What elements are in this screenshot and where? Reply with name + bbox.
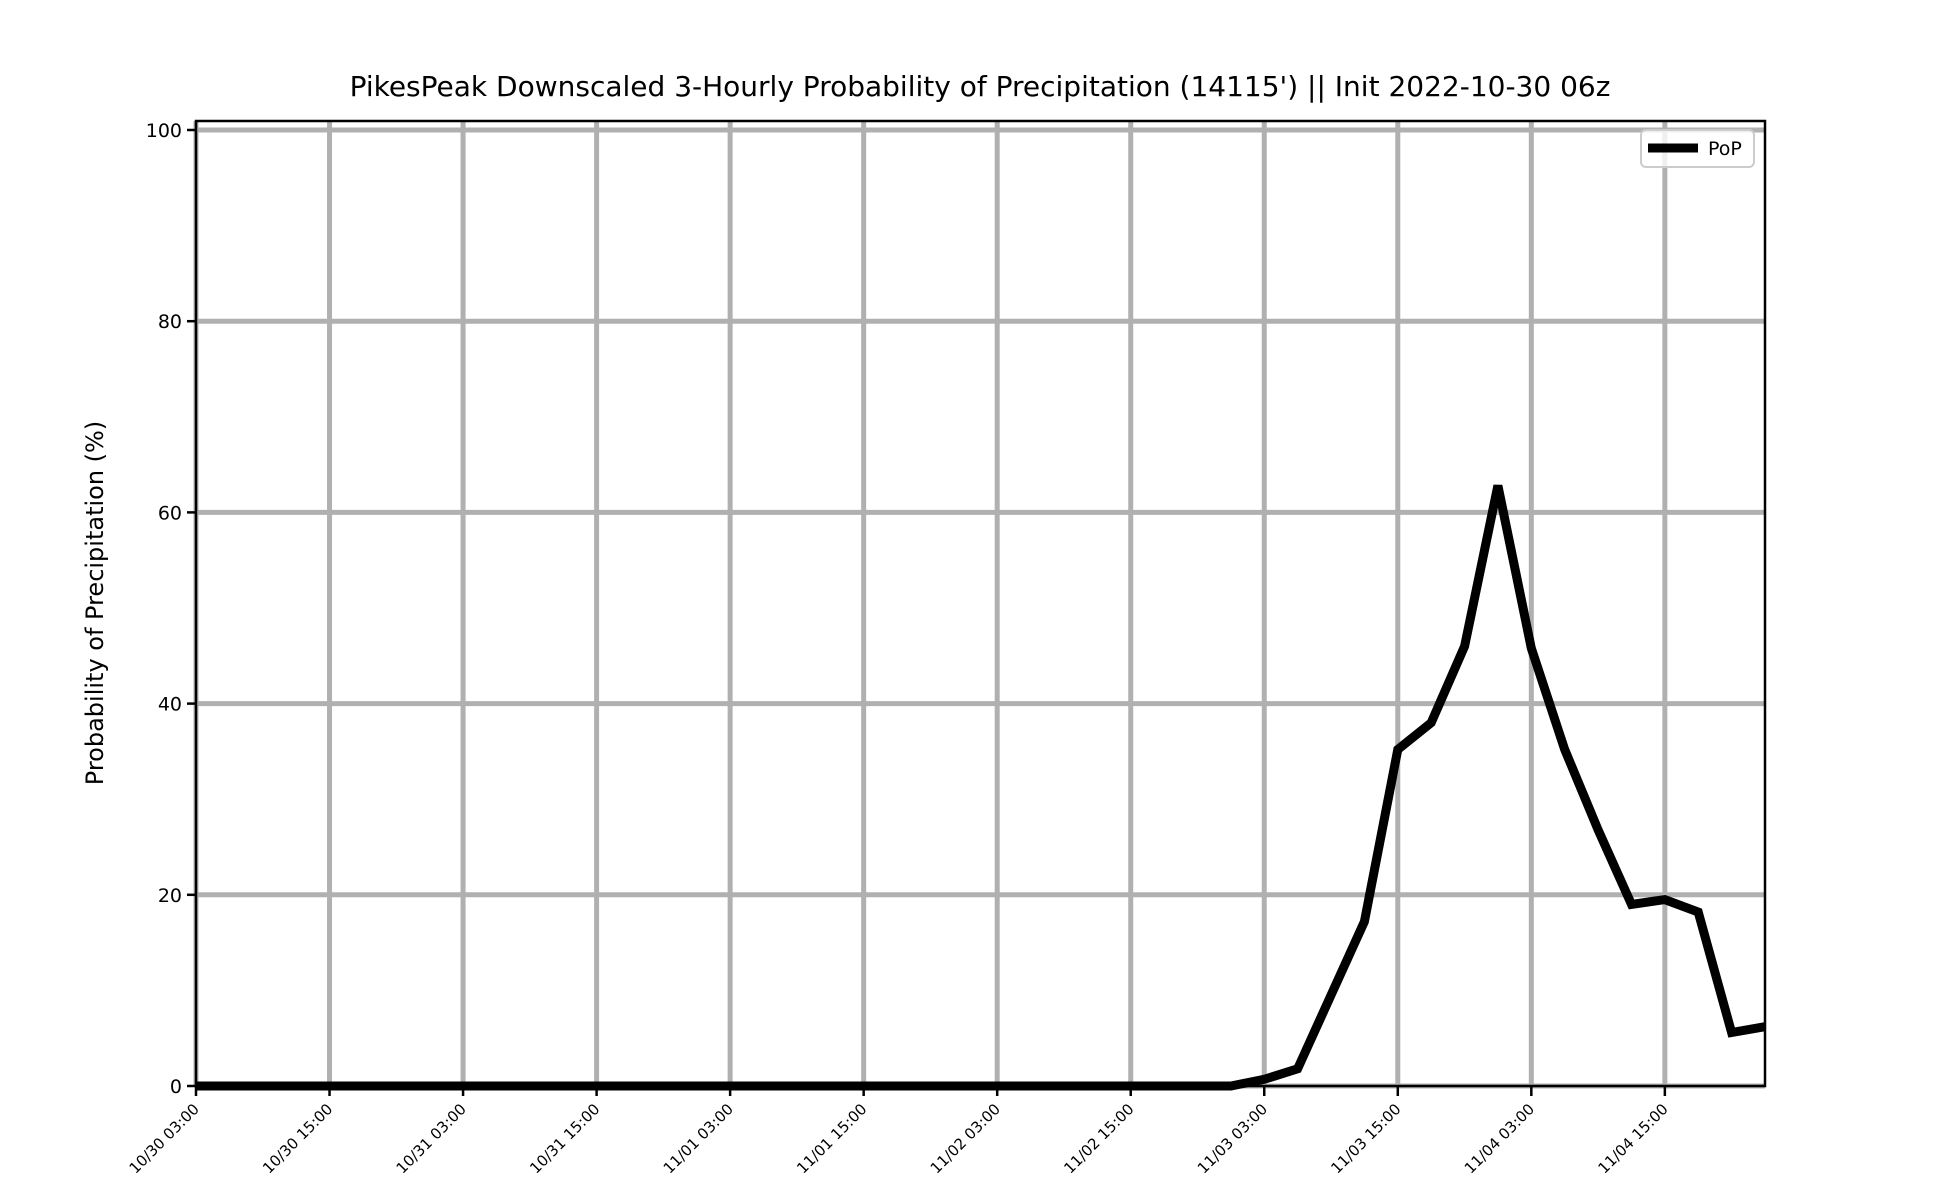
legend: PoP <box>1640 129 1755 168</box>
legend-pop-label: PoP <box>1708 138 1742 160</box>
plot-area-frame <box>194 119 1767 1088</box>
axis-ticks: 0 20 40 60 80 100 10/30 03:00 10/30 15:00 10/31 … <box>126 120 1672 1177</box>
x-tick-label: 11/01 15:00 <box>793 1100 870 1177</box>
x-tick-label: 11/03 03:00 <box>1194 1100 1271 1177</box>
x-tick-label: 10/31 15:00 <box>526 1100 603 1177</box>
y-tick-label: 100 <box>146 120 182 142</box>
y-tick-label: 80 <box>158 311 182 333</box>
x-tick-label: 11/04 03:00 <box>1461 1100 1538 1177</box>
x-tick-label: 10/30 03:00 <box>126 1100 203 1177</box>
x-tick-label: 10/31 03:00 <box>393 1100 470 1177</box>
y-tick-label: 20 <box>158 885 182 907</box>
y-tick-label: 0 <box>170 1076 182 1098</box>
x-tick-label: 11/02 15:00 <box>1060 1100 1137 1177</box>
x-tick-label: 11/01 03:00 <box>660 1100 737 1177</box>
x-tick-label: 10/30 15:00 <box>259 1100 336 1177</box>
y-tick-label: 40 <box>158 694 182 716</box>
y-axis-label: Probability of Precipitation (%) <box>81 421 109 785</box>
chart-title: PikesPeak Downscaled 3-Hourly Probabilit… <box>350 70 1611 103</box>
x-tick-label: 11/03 15:00 <box>1327 1100 1404 1177</box>
x-tick-label: 11/02 03:00 <box>927 1100 1004 1177</box>
gridlines <box>193 121 1765 1089</box>
y-tick-label: 60 <box>158 502 182 524</box>
x-tick-label: 11/04 15:00 <box>1594 1100 1671 1177</box>
